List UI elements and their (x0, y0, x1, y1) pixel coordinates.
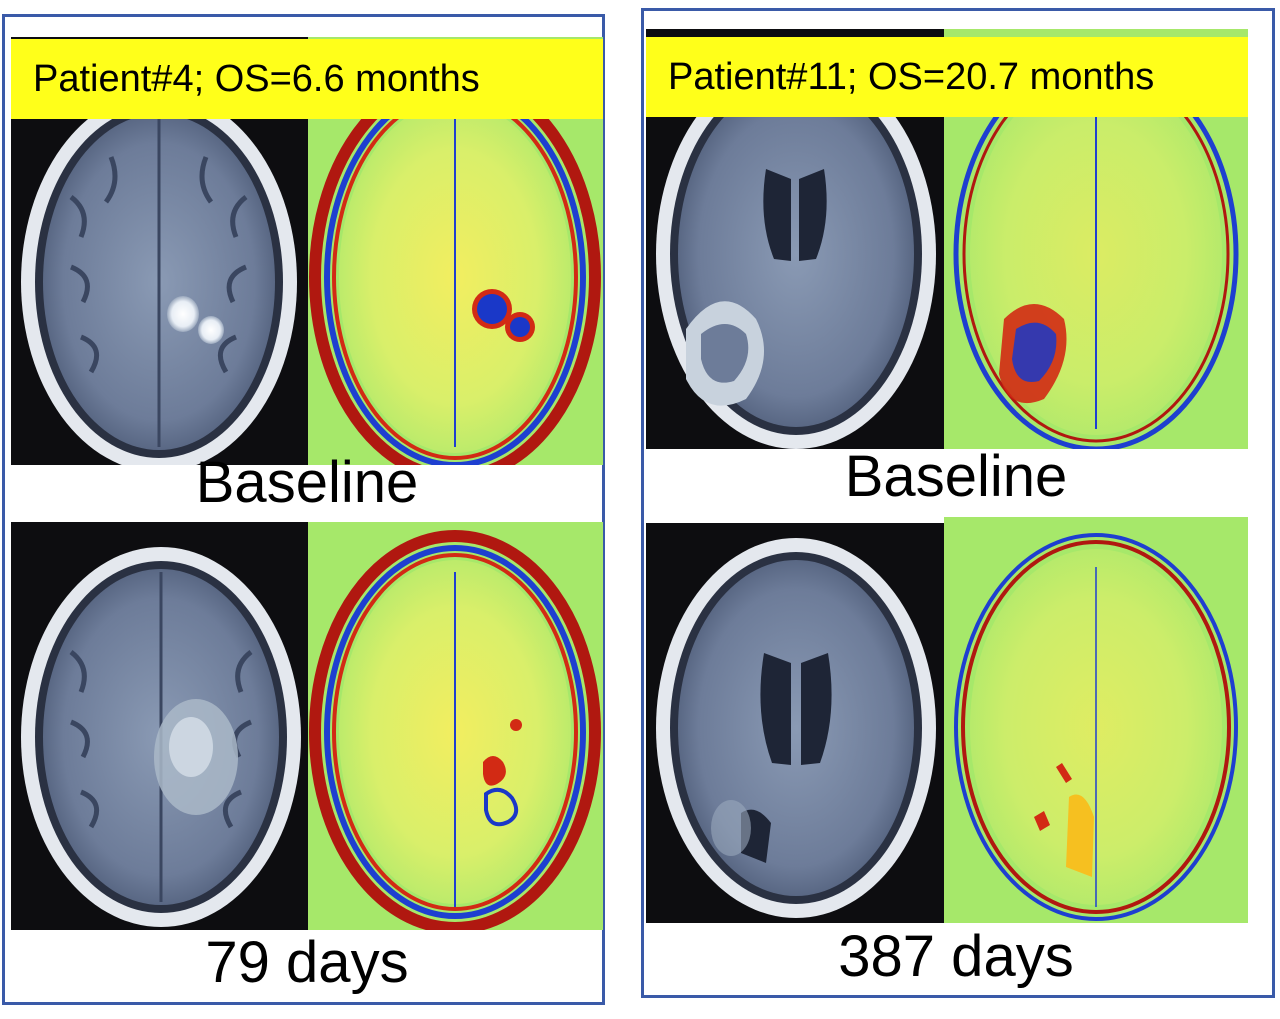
parametric-map-followup (944, 517, 1248, 923)
timepoint-caption-followup: 79 days (205, 930, 409, 995)
patient-label: Patient#4; OS=6.6 months (11, 39, 603, 119)
mri-scan-baseline (646, 29, 944, 449)
timepoint-caption-baseline: Baseline (195, 450, 419, 515)
patient-panel-11: Patient#11; OS=20.7 months Baseline 387 … (641, 8, 1275, 998)
mri-scan-followup (646, 523, 944, 923)
mri-scan-followup (11, 522, 308, 930)
parametric-map-followup (308, 522, 603, 930)
patient-panel-4: Patient#4; OS=6.6 months Baseline 79 day… (2, 14, 605, 1005)
timepoint-caption-baseline: Baseline (844, 444, 1068, 509)
patient-label: Patient#11; OS=20.7 months (646, 37, 1248, 117)
timepoint-caption-followup: 387 days (838, 924, 1074, 989)
